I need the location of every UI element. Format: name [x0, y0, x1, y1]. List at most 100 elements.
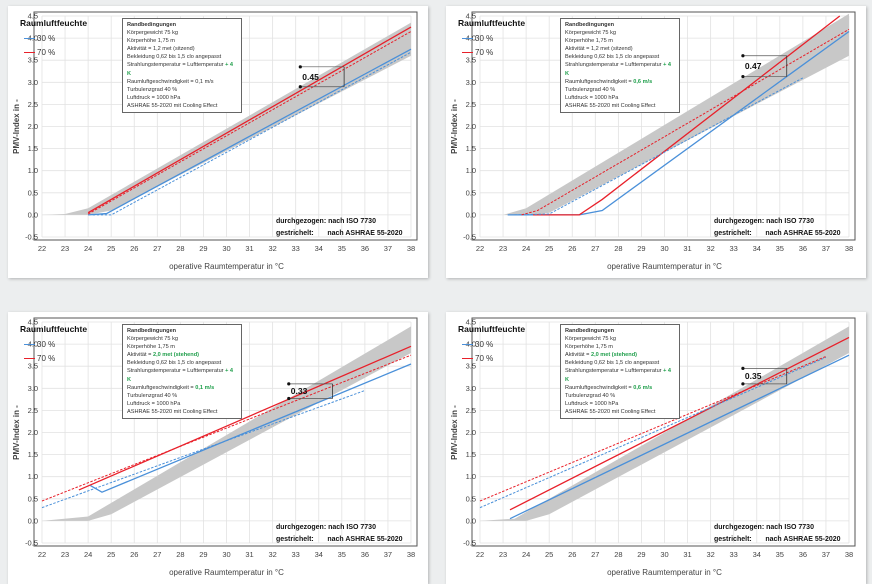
- conditions-highlight: + 4 K: [127, 62, 234, 77]
- annotation-dot: [741, 74, 745, 79]
- y-axis-title: PMV-Index in -: [450, 99, 459, 154]
- conditions-text: Strahlungstemperatur = Lufttemperatur: [127, 62, 226, 69]
- y-tick-label: -0.5: [463, 233, 476, 242]
- x-tick-label: 35: [776, 244, 784, 253]
- x-tick-label: 34: [315, 550, 323, 559]
- x-tick-label: 22: [38, 550, 46, 559]
- x-tick-label: 23: [499, 244, 507, 253]
- chart-bottom-left: 22 23 24 25 26 27 28 29 30 31 32 33 34 35 36 37 38 -0.5 0.…: [8, 312, 428, 584]
- y-tick-label: 0.0: [28, 516, 38, 525]
- conditions-text: Raumluftgeschwindigkeit =: [127, 384, 196, 391]
- chart-svg: 22 23 24 25 26 27 28 29 30 31 32 33 34 35 36 37 38 -0.5 0.…: [450, 11, 856, 271]
- conditions-highlight: + 4 K: [565, 368, 672, 383]
- legend-swatch: [462, 51, 473, 54]
- annotation-dot: [298, 85, 302, 89]
- conditions-text: Körperhöhe 1,75 m: [565, 38, 613, 45]
- x-tick-label: 38: [845, 244, 853, 253]
- x-tick-label: 37: [822, 550, 830, 559]
- y-tick-label: 0.0: [466, 516, 476, 525]
- chart-bottom-right: 22 23 24 25 26 27 28 29 30 31 32 33 34 35 36 37 38 -0.5 0.…: [446, 312, 866, 584]
- x-tick-label: 38: [845, 550, 853, 559]
- x-tick-label: 27: [153, 244, 161, 253]
- y-tick-label: 3.5: [28, 362, 38, 371]
- conditions-line: Luftdruck = 1000 hPa: [565, 400, 675, 408]
- conditions-line: Raumluftgeschwindigkeit = 0,1 m/s: [127, 384, 237, 392]
- x-tick-label: 38: [407, 244, 415, 253]
- conditions-line: ASHRAE 55-2020 mit Cooling Effect: [127, 102, 237, 110]
- x-tick-label: 25: [107, 244, 115, 253]
- conditions-line: Turbulenzgrad 40 %: [565, 392, 675, 400]
- y-tick-label: 0.5: [466, 494, 476, 503]
- y-tick-label: 2.5: [466, 406, 476, 415]
- x-tick-label: 22: [476, 550, 484, 559]
- conditions-highlight: 2,0 met (stehend): [152, 352, 199, 359]
- x-tick-label: 33: [730, 244, 738, 253]
- y-tick-label: 2.5: [28, 406, 38, 415]
- series-line-70-solid: [78, 345, 412, 491]
- legend-label: 30 %: [475, 340, 494, 349]
- legend-item: 70 %: [24, 354, 55, 363]
- conditions-line: ASHRAE 55-2020 mit Cooling Effect: [127, 408, 237, 416]
- y-tick-label: -0.5: [25, 233, 38, 242]
- series-line-70-solid: [509, 336, 850, 511]
- x-tick-label: 35: [338, 550, 346, 559]
- x-tick-label: 28: [176, 550, 184, 559]
- line-style-note: gestrichelt: nach ASHRAE 55-2020: [714, 536, 841, 543]
- y-tick-label: 3.5: [466, 56, 476, 65]
- conditions-line: Bekleidung 0,62 bis 1,5 clo angepasst: [127, 359, 237, 367]
- conditions-text: ASHRAE 55-2020 mit Cooling Effect: [565, 102, 656, 109]
- annotation-dot: [741, 366, 745, 371]
- legend-swatch: [24, 357, 35, 360]
- legend-item: 30 %: [24, 34, 55, 43]
- conditions-text: Turbulenzgrad 40 %: [127, 86, 178, 93]
- conditions-highlight: 2,0 met (stehend): [590, 352, 637, 359]
- conditions-text: Körperhöhe 1,75 m: [565, 344, 613, 351]
- y-tick-label: 3.5: [28, 56, 38, 65]
- conditions-text: Körpergewicht 75 kg: [127, 30, 178, 37]
- conditions-line: Bekleidung 0,62 bis 1,5 clo angepasst: [565, 359, 675, 367]
- legend-label: 70 %: [37, 354, 56, 363]
- annotation-dot: [287, 382, 291, 386]
- legend-label: 70 %: [37, 48, 56, 57]
- conditions-text: Strahlungstemperatur = Lufttemperatur: [565, 368, 664, 375]
- series-line-70-solid: [533, 15, 841, 216]
- line-style-note: durchgezogen: nach ISO 7730: [714, 524, 814, 531]
- x-tick-label: 24: [84, 244, 92, 253]
- conditions-text: Körperhöhe 1,75 m: [127, 344, 175, 351]
- y-tick-label: 2.0: [28, 122, 38, 131]
- conditions-line: Körpergewicht 75 kg: [565, 29, 675, 37]
- legend-label: 30 %: [37, 340, 56, 349]
- legend-label: 30 %: [475, 34, 494, 43]
- x-tick-label: 24: [522, 244, 530, 253]
- x-tick-label: 24: [84, 550, 92, 559]
- conditions-line: Strahlungstemperatur = Lufttemperatur + …: [565, 61, 675, 77]
- x-tick-label: 26: [568, 550, 576, 559]
- conditions-line: Turbulenzgrad 40 %: [127, 392, 237, 400]
- conditions-line: ASHRAE 55-2020 mit Cooling Effect: [565, 102, 675, 110]
- conditions-line: Aktivität = 1,2 met (sitzend): [565, 45, 675, 53]
- series-line-30-solid: [90, 363, 412, 493]
- conditions-line: Strahlungstemperatur = Lufttemperatur + …: [127, 367, 237, 383]
- legend-item: 30 %: [462, 340, 493, 349]
- conditions-text: Raumluftgeschwindigkeit =: [565, 384, 634, 391]
- x-tick-label: 25: [107, 550, 115, 559]
- series-line-70-dashed: [87, 31, 412, 215]
- x-tick-label: 30: [222, 244, 230, 253]
- conditions-text: Aktivität =: [127, 352, 153, 359]
- x-axis-title: operative Raumtemperatur in °C: [169, 262, 284, 271]
- legend-title: Raumluftfeuchte: [458, 324, 526, 334]
- plot-frame: [33, 11, 418, 241]
- x-tick-label: 31: [245, 244, 253, 253]
- y-tick-label: 0.0: [466, 210, 476, 219]
- x-tick-label: 35: [776, 550, 784, 559]
- conditions-line: Körpergewicht 75 kg: [565, 335, 675, 343]
- x-tick-label: 33: [730, 550, 738, 559]
- y-tick-label: 2.0: [466, 428, 476, 437]
- conditions-box: Randbedingungen Körpergewicht 75 kg Körper…: [560, 18, 680, 114]
- legend-item: 30 %: [462, 34, 493, 43]
- y-tick-label: 0.5: [28, 188, 38, 197]
- line-style-note: durchgezogen: nach ISO 7730: [276, 218, 376, 225]
- conditions-line: ASHRAE 55-2020 mit Cooling Effect: [565, 408, 675, 416]
- conditions-text: ASHRAE 55-2020 mit Cooling Effect: [127, 408, 218, 415]
- conditions-text: Körpergewicht 75 kg: [565, 336, 616, 343]
